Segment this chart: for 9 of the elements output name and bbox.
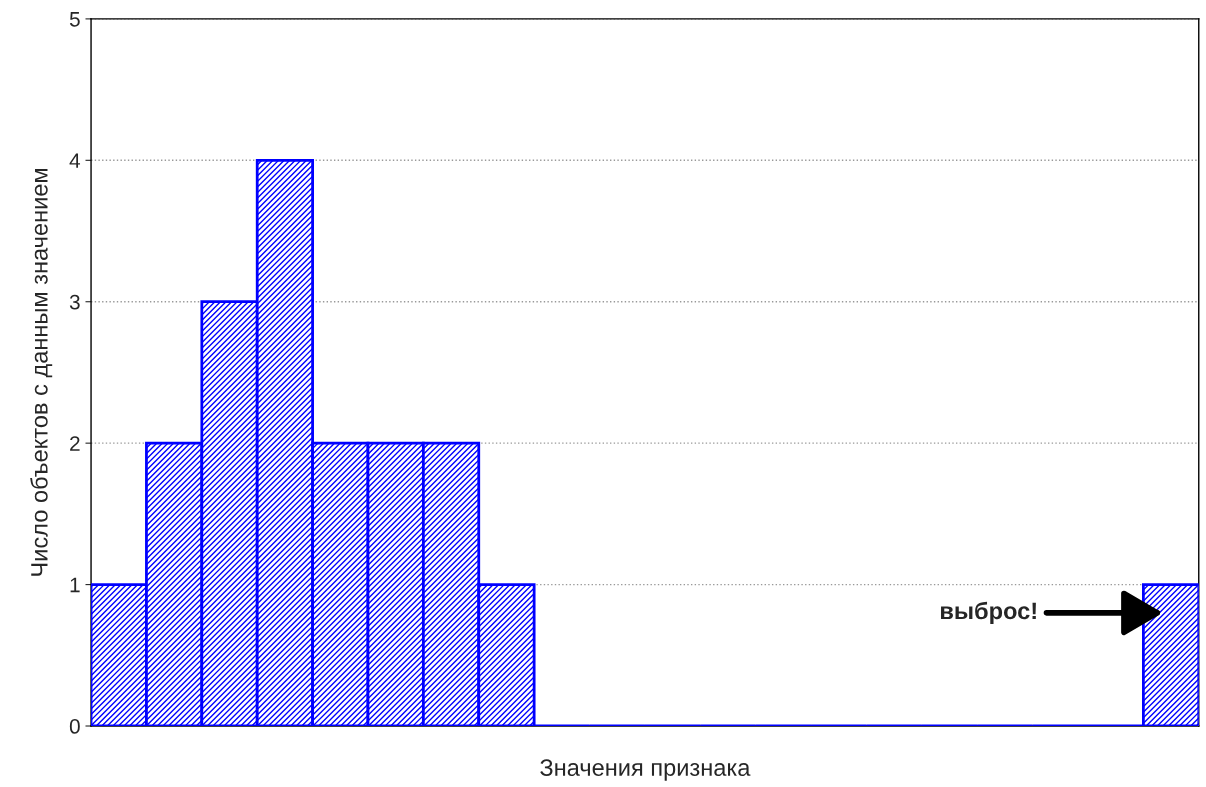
y-tick-label: 2 [70, 436, 80, 451]
y-tick-label: 3 [69, 294, 80, 310]
x-axis-title: Значения признака [540, 759, 751, 781]
y-tick-label: 0 [69, 719, 80, 734]
y-tick-label: 4 [69, 153, 81, 168]
y-tick-label: 1 [70, 577, 80, 593]
annotation: выброс! [941, 601, 1036, 624]
y-tick-label: 5 [69, 12, 80, 27]
y-axis-title: Число объектов с данным значением [30, 168, 53, 576]
